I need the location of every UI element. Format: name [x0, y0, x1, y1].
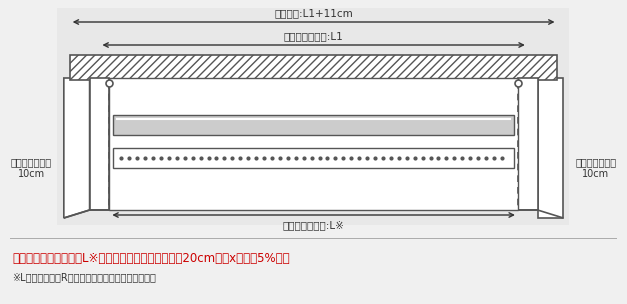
Text: 取付け幅:L1+11cm: 取付け幅:L1+11cm — [274, 8, 353, 18]
Text: ランナー走行部
10cm: ランナー走行部 10cm — [576, 157, 616, 179]
Text: ランナー走行部
10cm: ランナー走行部 10cm — [11, 157, 52, 179]
Bar — [110, 78, 518, 210]
Bar — [70, 55, 557, 80]
Bar — [113, 115, 514, 135]
Bar — [57, 8, 569, 225]
Bar — [518, 78, 537, 210]
Text: ※Lは上記メタルRキャップのレールサイズ表を参照: ※Lは上記メタルRキャップのレールサイズ表を参照 — [13, 272, 156, 282]
Bar — [90, 78, 110, 210]
Polygon shape — [537, 78, 564, 218]
Text: （レガートレール幅（L※）＋両端ランナー走行部（20cm））xゆるみ5%程度: （レガートレール幅（L※）＋両端ランナー走行部（20cm））xゆるみ5%程度 — [13, 252, 290, 265]
Text: レガートレール:L※: レガートレール:L※ — [283, 220, 345, 230]
Polygon shape — [64, 78, 90, 218]
Bar — [113, 148, 514, 168]
Text: エリートレール:L1: エリートレール:L1 — [284, 31, 344, 41]
